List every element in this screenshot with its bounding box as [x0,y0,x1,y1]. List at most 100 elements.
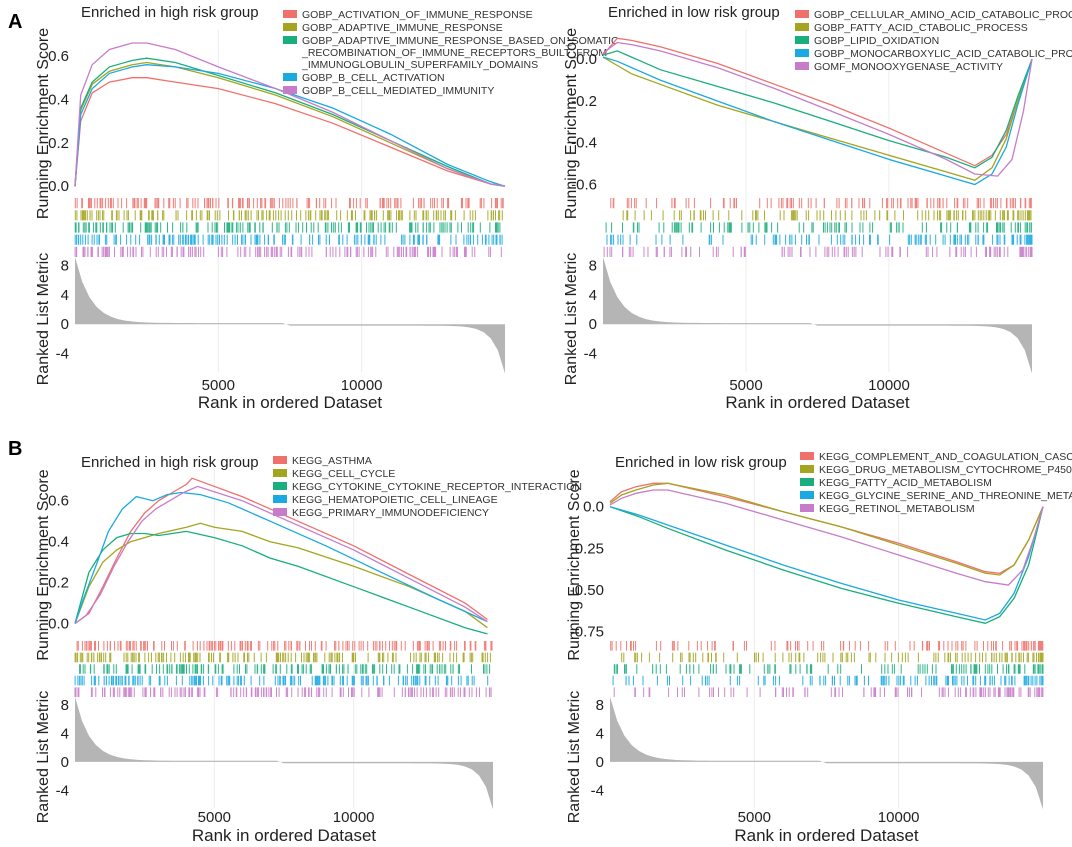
metric-y-tick-label: 4 [61,725,69,742]
x-tick-label: 5000 [198,809,231,826]
legend-label: GOMF_MONOOXYGENASE_ACTIVITY [814,61,1003,73]
es-axis-label: Running Enrichment Score [566,469,583,660]
panel-label-a: A [8,11,22,33]
legend-label-line: GOBP_ACTIVATION_OF_IMMUNE_RESPONSE [302,9,533,21]
legend-swatch [283,73,297,81]
legend-label-line: GOBP_ADAPTIVE_IMMUNE_RESPONSE_BASED_ON_S… [302,35,619,47]
metric-axis-label: Ranked List Metric [35,253,52,386]
metric-y-tick-label: -4 [56,346,69,363]
gsea-plot-a-low-risk: 0.0 -0.2 -0.4 -0.6 8 4 0 -4 5000 10000 Running Enr… [563,4,1072,412]
legend-label: KEGG_COMPLEMENT_AND_COAGULATION_CASCADES [819,451,1072,463]
gsea-plot-b-high-risk: 0.0 0.2 0.4 0.6 8 4 0 -4 5000 10000 Running Enrich… [35,454,582,845]
metric-y-tick-label: 4 [596,725,604,742]
metric-y-tick-label: 0 [589,316,597,333]
es-curve-gobp-b-cell-mediated-immunity [74,42,506,187]
hit-ticks-gobp-adaptive-immune-response [74,210,503,221]
legend-label-line: GOBP_CELLULAR_AMINO_ACID_CATABOLIC_PROCE… [814,9,1072,21]
legend-label: KEGG_CYTOKINE_CYTOKINE_RECEPTOR_INTERACT… [292,481,582,493]
hit-ticks-gobp-b-cell-mediated-immunity [74,246,502,257]
chart-title: Enriched in high risk group [81,454,259,471]
legend-swatch [273,456,287,464]
metric-axis-label: Ranked List Metric [563,253,580,386]
x-tick-label: 10000 [341,377,383,394]
hit-ticks-gobp-b-cell-activation [74,234,503,245]
legend-label-line: KEGG_ASTHMA [292,455,372,467]
hit-ticks-kegg-hematopoietic-cell-lineage [74,675,489,686]
legend-label-line: KEGG_DRUG_METABOLISM_CYTOCHROME_P450 [819,464,1072,476]
legend-label: GOBP_ADAPTIVE_IMMUNE_RESPONSE [302,22,503,34]
es-y-tick-label: 0.6 [48,493,69,510]
metric-y-tick-label: 8 [596,697,604,714]
legend-swatch [283,23,297,31]
legend-swatch [283,10,297,18]
legend: GOBP_CELLULAR_AMINO_ACID_CATABOLIC_PROCE… [795,9,1072,73]
legend-swatch [800,452,814,460]
es-y-tick-label: 0.2 [48,135,69,152]
legend-swatch [273,469,287,477]
es-y-tick-label: -0.2 [571,93,597,110]
legend-label: KEGG_FATTY_ACID_METABOLISM [819,477,992,489]
ranked-metric-area [603,256,1032,374]
hit-ticks-gobp-fatty-acid-ctabolic-process [622,210,1032,221]
legend-swatch [800,504,814,512]
es-curve-kegg-cytokine-cytokine-receptor-interaction [74,530,488,635]
legend-label: KEGG_HEMATOPOIETIC_CELL_LINEAGE [292,494,498,506]
metric-y-tick-label: 8 [61,697,69,714]
metric-y-tick-label: -4 [584,346,597,363]
hit-ticks-gobp-lipid-oxidation [605,222,1032,233]
legend-label: GOBP_B_CELL_MEDIATED_IMMUNITY [302,85,494,97]
gsea-plot-b-low-risk: 0.0 -0.25 -0.50 -0.75 8 4 0 -4 5000 10000 Running … [566,451,1072,845]
ranked-metric-area [75,696,493,810]
legend-swatch [800,465,814,473]
es-y-tick-label: 0.0 [48,178,69,195]
legend-label-line: GOBP_B_CELL_ACTIVATION [302,72,445,84]
hit-ticks-gomf-monooxygenase-activity [603,246,1033,257]
es-curve-kegg-fatty-acid-metabolism [609,506,1044,624]
legend-label: GOBP_MONOCARBOXYLIC_ACID_CATABOLIC_PROCE… [814,48,1072,60]
legend-label-line: KEGG_HEMATOPOIETIC_CELL_LINEAGE [292,494,498,506]
legend-label: GOBP_CELLULAR_AMINO_ACID_CATABOLIC_PROCE… [814,9,1072,21]
es-y-tick-label: 0.6 [48,48,69,65]
legend-label-line: KEGG_GLYCINE_SERINE_AND_THREONINE_METABO… [819,490,1072,502]
legend-label: KEGG_DRUG_METABOLISM_CYTOCHROME_P450 [819,464,1072,476]
es-curve-kegg-retinol-metabolism [609,489,1044,586]
metric-y-tick-label: 0 [61,316,69,333]
es-y-tick-label: -0.50 [570,582,604,599]
es-curve-kegg-primary-immunodeficiency [74,485,488,625]
hit-ticks-kegg-complement-and-coagulation-cascades [610,641,1044,651]
legend: GOBP_ACTIVATION_OF_IMMUNE_RESPONSEGOBP_A… [283,9,619,97]
legend-label-line: KEGG_PRIMARY_IMMUNODEFICIENCY [292,507,489,519]
legend-swatch [795,10,809,18]
chart-title: Enriched in low risk group [608,4,780,21]
hit-ticks-kegg-asthma [76,641,493,651]
legend-swatch [273,482,287,490]
ranked-metric-area [75,256,505,374]
metric-y-tick-label: 4 [61,287,69,304]
chart-title: Enriched in high risk group [81,4,259,21]
legend-label-line: GOBP_B_CELL_MEDIATED_IMMUNITY [302,85,494,97]
legend: KEGG_ASTHMAKEGG_CELL_CYCLEKEGG_CYTOKINE_… [273,455,582,519]
legend-label: KEGG_RETINOL_METABOLISM [819,503,975,515]
metric-y-tick-label: -4 [56,782,69,799]
hit-ticks-kegg-retinol-metabolism [613,687,1044,697]
es-y-tick-label: -0.25 [570,540,604,557]
es-y-tick-label: 0.4 [48,534,69,551]
legend-label-line: KEGG_CELL_CYCLE [292,468,395,480]
es-y-tick-label: -0.75 [570,624,604,641]
es-curve-gobp-lipid-oxidation [602,50,1033,169]
legend-label-line: GOBP_LIPID_OXIDATION [814,35,939,47]
es-curve-kegg-cell-cycle [74,522,488,629]
x-tick-label: 5000 [738,809,771,826]
legend-label: GOBP_LIPID_OXIDATION [814,35,939,47]
legend-label: KEGG_GLYCINE_SERINE_AND_THREONINE_METABO… [819,490,1072,502]
hit-ticks-kegg-primary-immunodeficiency [74,687,492,697]
es-curve-gobp-fatty-acid-ctabolic-process [602,56,1033,182]
legend-swatch [795,49,809,57]
legend-swatch [800,478,814,486]
legend-swatch [273,495,287,503]
legend-label: GOBP_ACTIVATION_OF_IMMUNE_RESPONSE [302,9,533,21]
ranked-metric-area [610,696,1043,810]
legend-label: GOBP_B_CELL_ACTIVATION [302,72,445,84]
es-y-tick-label: 0.0 [583,499,604,516]
